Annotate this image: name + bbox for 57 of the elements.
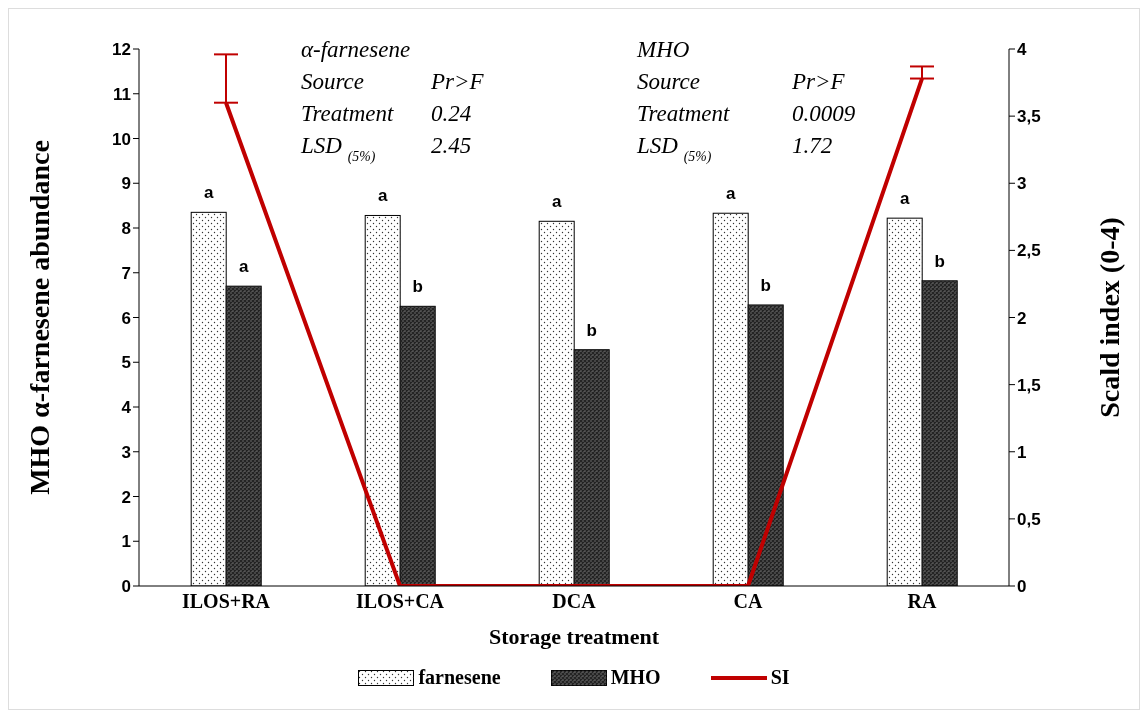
y-tick-label: 7 [121,263,131,283]
annotation: Source [637,69,701,94]
data-label: a [899,189,910,209]
data-label: a [551,192,562,212]
y-tick-label: 8 [121,219,131,239]
y-tick-label: 5 [121,353,131,373]
annotation: MHO [636,37,690,62]
legend-label: SI [769,666,790,689]
y2-tick-label: 0 [1017,577,1027,597]
annotation: 0.24 [431,101,472,126]
y2-axis-title: Scald index (0-4) [1093,217,1125,418]
y-tick-label: 3 [121,442,131,462]
annotation: Pr>F [791,69,846,94]
data-label: b [760,275,771,295]
legend-label: farnesene [417,666,501,689]
y2-tick-label: 1,5 [1017,375,1041,395]
data-label: a [238,257,249,277]
annotation: Pr>F [430,69,485,94]
annotation: LSD $_{(5%)}$ [636,133,712,165]
data-label: a [377,186,388,206]
y-tick-label: 6 [121,308,131,328]
y2-tick-label: 2 [1017,308,1027,328]
y2-tick-label: 2,5 [1017,241,1041,261]
x-axis-title: Storage treatment [488,624,660,649]
y-tick-label: 2 [121,487,131,507]
x-tick-label: CA [733,590,763,613]
data-label: b [586,320,597,340]
data-label: a [725,184,736,204]
y-tick-label: 1 [121,532,131,552]
x-tick-label: ILOS+CA [355,590,445,613]
annotation: Source [301,69,365,94]
y-tick-label: 9 [121,174,131,194]
y-tick-label: 11 [113,84,131,104]
annotation: Treatment [637,101,731,126]
data-label: b [934,251,945,271]
x-tick-label: RA [907,590,937,613]
y-tick-label: 4 [121,398,132,418]
y-tick-label: 12 [112,40,131,60]
y2-tick-label: 0,5 [1017,509,1041,529]
y2-tick-label: 3,5 [1017,107,1041,127]
legend-label: MHO [609,666,661,689]
data-label: a [203,183,214,203]
y2-tick-label: 1 [1017,442,1027,462]
y2-tick-label: 4 [1017,40,1027,60]
x-tick-label: DCA [552,590,597,613]
annotation: α-farnesene [301,37,411,62]
data-label: b [412,277,423,297]
x-tick-label: ILOS+RA [181,590,271,613]
annotation: Treatment [301,101,395,126]
annotation: 0.0009 [792,101,856,126]
y-tick-label: 10 [112,129,131,149]
annotation: LSD $_{(5%)}$ [300,133,376,165]
y-axis-title: MHO α-farnesene abundance [23,140,55,495]
annotation: 1.72 [792,133,833,158]
y2-tick-label: 3 [1017,174,1027,194]
y-tick-label: 0 [121,577,131,597]
annotation: 2.45 [431,133,472,158]
